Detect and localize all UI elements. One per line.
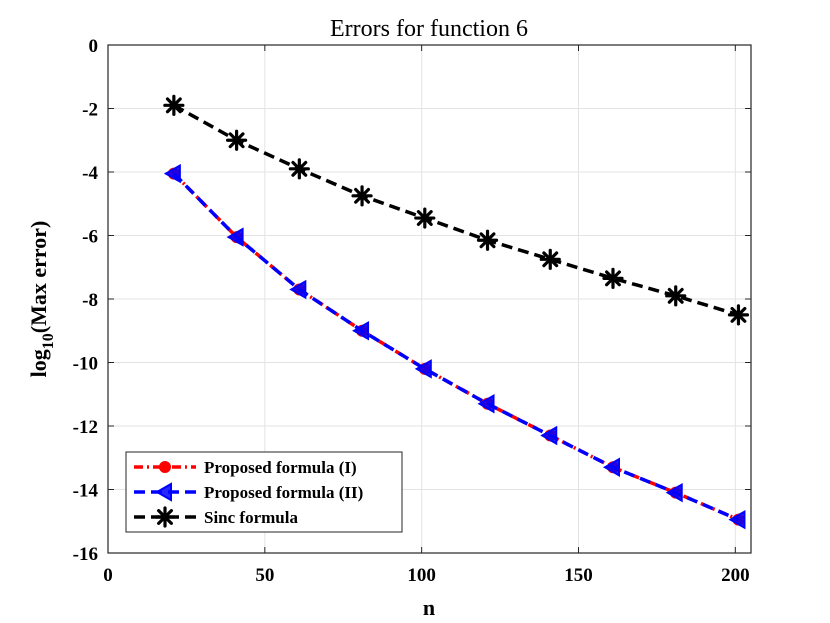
x-axis-label: n xyxy=(423,595,435,620)
y-tick-label: -12 xyxy=(73,417,98,438)
data-point xyxy=(288,158,310,180)
y-tick-label: -14 xyxy=(73,481,99,502)
y-tick-label: 0 xyxy=(89,36,99,57)
y-axis-label-sub: 10 xyxy=(40,333,57,349)
legend-item: Proposed formula (I) xyxy=(134,458,357,477)
data-point xyxy=(351,185,373,207)
legend-label: Proposed formula (I) xyxy=(204,458,357,477)
data-point xyxy=(163,163,181,184)
data-point xyxy=(226,129,248,151)
data-point xyxy=(352,321,370,341)
y-tick-label: -8 xyxy=(82,290,98,311)
data-point xyxy=(289,279,307,300)
series-line xyxy=(173,103,739,317)
data-point xyxy=(665,482,683,503)
y-tick-label: -10 xyxy=(73,354,98,375)
legend-swatch-marker xyxy=(159,461,171,473)
data-point xyxy=(727,304,750,326)
data-point xyxy=(602,457,620,477)
series-3 xyxy=(163,94,750,326)
data-point xyxy=(163,94,185,116)
data-point xyxy=(414,207,436,229)
data-point xyxy=(476,229,499,251)
legend-item: Proposed formula (II) xyxy=(134,482,363,502)
legend: Proposed formula (I) Proposed formula (II… xyxy=(125,451,403,533)
y-axis-label-main: log xyxy=(26,349,51,377)
data-point xyxy=(665,285,687,307)
chart-title: Errors for function 6 xyxy=(330,16,528,42)
y-axis-label-rest: (Max error) xyxy=(26,221,51,334)
x-tick-label: 200 xyxy=(721,565,750,586)
data-point xyxy=(539,248,561,270)
legend-label: Proposed formula (II) xyxy=(204,483,363,502)
series-layer xyxy=(163,94,750,530)
data-point xyxy=(414,359,432,379)
data-point xyxy=(728,509,746,530)
series-line xyxy=(172,172,740,522)
y-axis-label: log10(Max error) xyxy=(26,221,57,378)
y-tick-label: -6 xyxy=(82,227,98,248)
data-point xyxy=(540,425,558,446)
x-tick-label: 0 xyxy=(103,565,113,586)
data-point xyxy=(226,227,244,247)
data-point xyxy=(602,267,624,289)
legend-swatch-marker xyxy=(154,482,172,502)
ticks: 0 50 100 150 200 0 -2 -4 -6 -8 -10 -12 -14 -16 xyxy=(73,36,751,586)
x-tick-label: 100 xyxy=(407,565,436,586)
legend-label: Sinc formula xyxy=(204,508,298,527)
legend-swatch-marker xyxy=(154,506,176,528)
x-tick-label: 150 xyxy=(564,565,593,586)
data-point xyxy=(477,394,495,414)
y-tick-label: -4 xyxy=(82,163,98,184)
series-2 xyxy=(163,163,746,530)
y-tick-label: -16 xyxy=(73,544,98,565)
y-tick-label: -2 xyxy=(82,100,98,121)
legend-item: Sinc formula xyxy=(134,506,298,528)
x-tick-label: 50 xyxy=(255,565,274,586)
